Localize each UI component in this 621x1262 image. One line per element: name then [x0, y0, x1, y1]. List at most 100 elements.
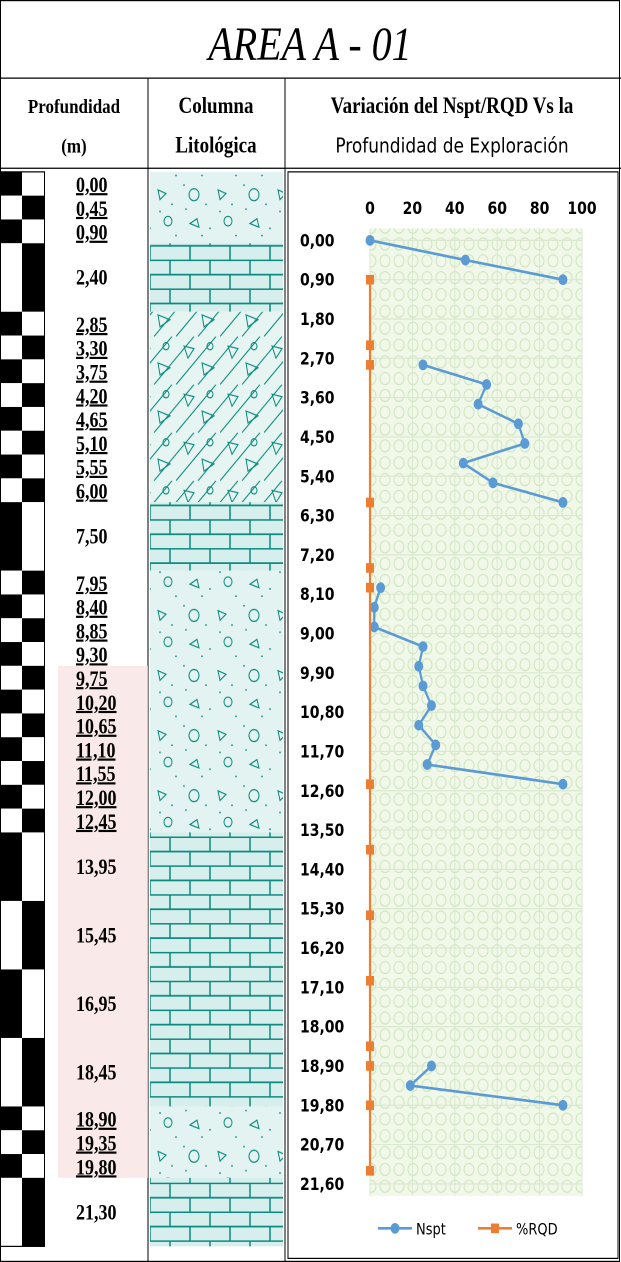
depth-label: 7,95 — [76, 572, 108, 596]
depth-label: 13,95 — [76, 855, 117, 879]
legend-label: Nspt — [416, 1221, 446, 1238]
legend-label: %RQD — [516, 1221, 558, 1238]
depth-label: 9,30 — [76, 644, 108, 668]
marker — [558, 1100, 567, 1111]
checker — [22, 642, 44, 666]
marker — [366, 779, 374, 789]
checker — [22, 502, 44, 571]
marker — [427, 1061, 436, 1072]
depth-label: 11,10 — [76, 739, 116, 763]
marker — [414, 720, 423, 731]
column-header: Litológica — [175, 132, 257, 158]
checker — [22, 478, 44, 502]
depth-label: 6,00 — [76, 480, 108, 504]
y-tick-label: 11,70 — [300, 742, 344, 762]
y-tick-label: 9,00 — [300, 624, 335, 644]
depth-label: 2,85 — [76, 313, 108, 337]
depth-label: 4,65 — [76, 409, 108, 433]
marker — [366, 360, 374, 370]
marker — [366, 563, 374, 573]
column-header: Columna — [179, 92, 254, 118]
checker — [0, 336, 22, 360]
checker — [0, 431, 22, 455]
checker — [22, 713, 44, 737]
checker — [0, 455, 22, 479]
checker — [0, 243, 22, 312]
checker — [0, 1154, 22, 1178]
checker — [0, 571, 22, 595]
y-tick-label: 7,20 — [300, 546, 335, 566]
checker — [0, 359, 22, 383]
y-tick-label: 0,90 — [300, 270, 335, 290]
lithology-layer — [150, 1178, 283, 1247]
y-tick-label: 17,10 — [300, 978, 344, 998]
checker — [0, 642, 22, 666]
y-tick-label: 6,30 — [300, 506, 335, 526]
marker — [366, 1061, 374, 1071]
marker — [558, 779, 567, 790]
marker — [414, 661, 423, 672]
depth-label: 19,80 — [76, 1156, 117, 1180]
checker — [0, 666, 22, 690]
depth-label: 8,40 — [76, 596, 108, 620]
marker — [423, 759, 432, 770]
checker — [22, 196, 44, 220]
depth-label: 15,45 — [76, 924, 117, 948]
depth-label: 0,90 — [76, 221, 108, 245]
marker — [376, 582, 385, 593]
depth-label: 2,40 — [76, 266, 108, 290]
checker — [22, 809, 44, 833]
depth-label: 5,10 — [76, 432, 108, 456]
checker — [0, 196, 22, 220]
depth-label: 4,20 — [76, 385, 108, 409]
checker — [0, 1178, 22, 1247]
marker — [366, 1100, 374, 1110]
depth-label: 8,85 — [76, 620, 108, 644]
chart-title: Variación del Nspt/RQD Vs la — [331, 92, 574, 118]
depth-label: 3,30 — [76, 337, 108, 361]
column-header: Profundidad — [28, 96, 121, 119]
depth-label: 0,45 — [76, 197, 108, 221]
marker — [488, 477, 497, 488]
marker — [474, 399, 483, 410]
x-tick-label: 60 — [487, 199, 507, 219]
checker — [0, 172, 22, 196]
marker — [366, 976, 374, 986]
checker — [22, 666, 44, 690]
marker — [558, 497, 567, 508]
checker — [22, 1178, 44, 1247]
depth-label: 10,65 — [76, 715, 117, 739]
checker — [22, 312, 44, 336]
checker — [22, 455, 44, 479]
checker — [22, 832, 44, 901]
checker — [0, 594, 22, 618]
checker — [0, 1106, 22, 1130]
marker — [459, 458, 468, 469]
y-tick-label: 21,60 — [300, 1175, 344, 1195]
page-title: AREA A - 01 — [206, 18, 412, 71]
checker — [22, 172, 44, 196]
y-tick-label: 15,30 — [300, 899, 344, 919]
depth-label: 7,50 — [76, 525, 108, 549]
log-sheet: AREA A - 01 Profundidad (m) Columna Litológi… — [0, 0, 621, 1262]
marker — [366, 583, 374, 593]
depth-label: 0,00 — [76, 174, 108, 198]
marker — [366, 1166, 374, 1176]
depth-label: 12,45 — [76, 810, 117, 834]
x-tick-label: 80 — [530, 199, 550, 219]
checker — [0, 690, 22, 714]
marker — [419, 681, 428, 692]
marker — [419, 641, 428, 652]
checker — [0, 383, 22, 407]
depth-label: 5,55 — [76, 456, 108, 480]
checker — [0, 969, 22, 1038]
y-tick-label: 18,90 — [300, 1057, 344, 1077]
column-header: (m) — [61, 135, 86, 158]
y-tick-label: 3,60 — [300, 388, 335, 408]
checker — [22, 969, 44, 1038]
depth-label: 16,95 — [76, 992, 117, 1016]
depth-label: 19,35 — [76, 1132, 117, 1156]
checker — [22, 407, 44, 431]
marker — [366, 235, 375, 246]
lithology-layer — [150, 1106, 283, 1177]
